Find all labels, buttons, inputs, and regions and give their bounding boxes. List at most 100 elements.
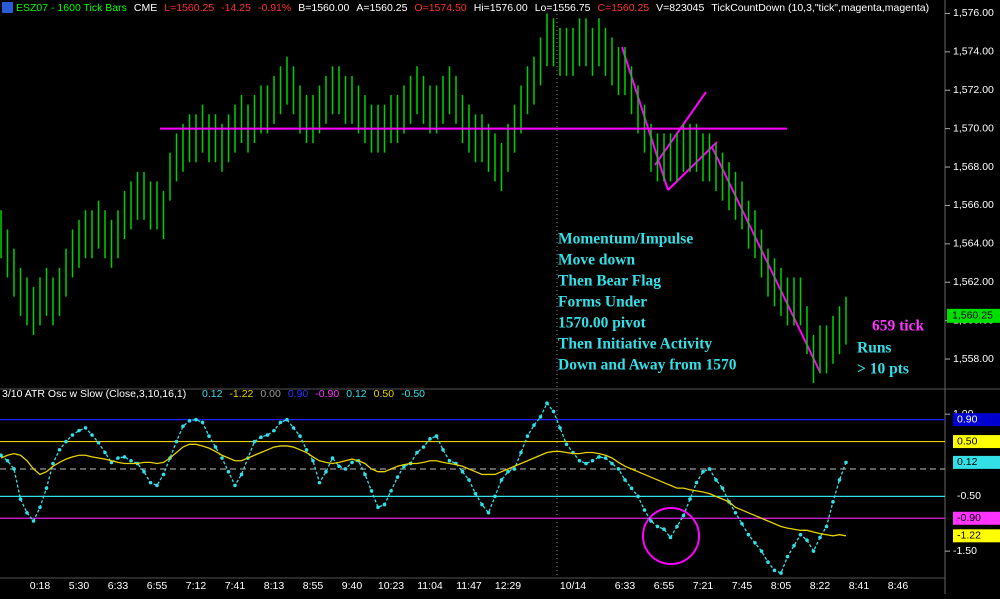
osc-point [740,521,744,526]
osc-point [759,549,764,553]
value-box-label: 0.90 [957,413,978,425]
osc-point [83,426,88,430]
osc-point [57,447,62,452]
osc-point [298,434,302,438]
osc-point [233,483,237,488]
x-tick-label: 8:46 [888,580,909,592]
osc-point [239,472,244,477]
osc-point [792,543,796,548]
x-tick-label: 8:41 [849,580,870,592]
osc-point [70,433,75,437]
osc-point [142,469,146,474]
osc-point [636,494,640,499]
osc-point [337,464,341,469]
osc-point [467,478,471,482]
osc-point [460,469,465,474]
osc-point [25,510,29,515]
value-box-label: 0.12 [957,456,978,468]
osc-legend-value: 0.00 [260,388,281,400]
value-box-label: -0.50 [957,490,981,502]
osc-point [90,433,94,437]
osc-point [701,469,705,474]
x-tick-label: 11:47 [456,580,482,592]
osc-point [519,450,523,455]
header-item: -14.25 [221,2,251,14]
osc-point [493,494,497,499]
osc-point [662,527,666,532]
osc-legend-value: 0.90 [288,388,309,400]
header-item: ESZ07 - 1600 Tick Bars [16,2,127,14]
osc-point [616,467,621,471]
osc-point [597,455,601,459]
osc-legend-value: 0.12 [346,388,367,400]
osc-point [811,549,816,553]
osc-point [96,440,101,445]
y-tick-label: 1,562.00 [953,276,994,288]
osc-point [343,467,348,471]
osc-point [714,478,718,482]
osc-point [330,456,335,460]
symbol-icon [2,2,13,13]
y-tick-label: -1.50 [953,545,977,557]
x-tick-label: 6:33 [108,580,129,592]
header-item: L=1560.25 [164,2,214,14]
x-tick-label: 7:12 [186,580,207,592]
header-item: C=1560.25 [597,2,649,14]
osc-point [655,524,660,529]
osc-point [122,455,127,459]
y-tick-label: 1,564.00 [953,238,994,250]
osc-point [272,428,276,433]
price-header: ESZ07 - 1600 Tick Bars CME L=1560.25 -14.25… [16,2,929,14]
header-item: Lo=1556.75 [535,2,591,14]
osc-point [766,560,770,564]
osc-point [194,417,198,422]
annotation-line: 1570.00 pivot [558,315,647,332]
value-box-label: -0.90 [957,512,981,524]
osc-point [187,418,192,423]
osc-legend-value: 0.50 [374,388,395,400]
osc-point [610,461,614,466]
x-tick-label: 5:30 [69,580,90,592]
osc-point [512,467,517,471]
osc-point [174,439,179,444]
osc-point [77,428,81,433]
osc-point [642,508,647,512]
last-price-box [947,308,1000,323]
osc-point [304,447,309,452]
osc-point [64,439,68,444]
osc-point [558,426,562,430]
x-tick-label: 6:55 [654,580,675,592]
x-tick-label: 7:41 [225,580,246,592]
y-tick-label: 1,570.00 [953,122,994,134]
osc-point [200,420,205,425]
value-box-label: -1.22 [957,530,981,542]
header-item: O=1574.50 [414,2,466,14]
value-box [953,413,1000,427]
x-tick-label: 7:45 [732,580,753,592]
osc-point [220,456,224,460]
osc-point [779,571,783,575]
osc-point [38,505,42,510]
osc-point [590,458,595,463]
osc-point [376,505,380,510]
value-box [953,489,1000,503]
value-box [953,435,1000,449]
osc-point [5,458,10,463]
x-tick-label: 8:05 [771,580,792,592]
osc-header: 0.12 -1.22 0.00 0.90 -0.90 0.12 0.50 -0.50 [202,388,425,400]
osc-point [265,433,270,437]
osc-point [213,445,218,449]
header-item: V=823045 [656,2,704,14]
osc-point [389,489,393,493]
osc-point [681,513,686,518]
osc-point [675,524,679,529]
osc-point [551,409,556,414]
osc-point [161,472,166,477]
x-tick-label: 7:21 [693,580,714,592]
osc-point [733,510,738,515]
osc-point [649,519,653,523]
osc-point [707,467,712,471]
osc-point [415,450,419,455]
